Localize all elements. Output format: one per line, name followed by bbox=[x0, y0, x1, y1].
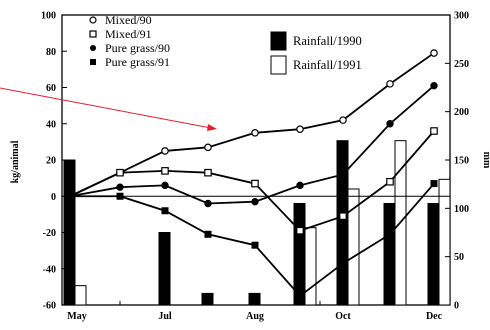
series-1-point-1 bbox=[116, 168, 124, 177]
series-0-point-8 bbox=[430, 49, 438, 57]
legend-label-3: Pure grass/91 bbox=[105, 55, 170, 69]
y-axis-left-title: kg/animal bbox=[10, 140, 21, 183]
rainfall-1991-bar-1 bbox=[304, 227, 317, 306]
series-3-point-2 bbox=[161, 207, 169, 215]
y-right-tick-label-6: 300 bbox=[454, 11, 469, 22]
rainfall-1991-bar-2 bbox=[347, 188, 360, 306]
y-right-tick-label-4: 200 bbox=[454, 107, 469, 118]
series-1-point-4 bbox=[251, 179, 259, 188]
rainfall-1990-bar-1 bbox=[158, 232, 171, 306]
series-0-point-4 bbox=[251, 129, 259, 137]
y-right-tick-label-1: 50 bbox=[454, 252, 464, 263]
legend-marker-2 bbox=[90, 45, 96, 51]
y-left-tick-label-7: 80 bbox=[46, 47, 56, 58]
series-2-point-6 bbox=[339, 170, 347, 179]
series-2-point-4 bbox=[251, 197, 259, 206]
series-0-point-5 bbox=[296, 125, 304, 133]
legend-label-0: Mixed/90 bbox=[105, 13, 152, 27]
y-left-tick-label-3: 0 bbox=[51, 192, 56, 203]
rainfall-1990-bar-5 bbox=[336, 140, 349, 306]
x-tick-label-2: Aug bbox=[246, 311, 264, 322]
legend-marker-0 bbox=[89, 16, 97, 24]
series-0-point-3 bbox=[204, 143, 212, 152]
x-tick-label-3: Oct bbox=[335, 311, 351, 322]
legend-label-1: Mixed/91 bbox=[105, 27, 152, 41]
series-2-point-1 bbox=[116, 183, 124, 191]
rainfall-bars bbox=[63, 140, 451, 306]
y-right-tick-label-3: 150 bbox=[454, 156, 469, 167]
series-3-point-7 bbox=[386, 230, 394, 238]
legend-marker-1 bbox=[89, 30, 97, 38]
y-left-tick-label-2: -20 bbox=[43, 228, 56, 239]
rainfall-1990-bar-7 bbox=[427, 203, 440, 306]
legend-rain-swatch-0 bbox=[270, 31, 287, 51]
y-left-tick-label-0: -60 bbox=[43, 301, 56, 312]
series-1-point-7 bbox=[386, 177, 394, 186]
legend-rain-swatch-1 bbox=[270, 55, 287, 75]
series-1-point-6 bbox=[339, 212, 347, 220]
y-right-tick-label-5: 250 bbox=[454, 59, 469, 70]
series-1-point-2 bbox=[161, 167, 169, 175]
y-axis-right-title: mm bbox=[481, 152, 490, 169]
series-3-point-5 bbox=[296, 292, 304, 300]
series-1-point-8 bbox=[430, 127, 438, 135]
series-3-point-8 bbox=[430, 180, 438, 188]
series-0-point-7 bbox=[386, 80, 394, 88]
x-tick-label-0: May bbox=[67, 311, 86, 322]
legend-rain-label-1: Rainfall/1991 bbox=[293, 58, 362, 72]
y-left-tick-label-6: 60 bbox=[46, 83, 56, 94]
y-left-tick-label-5: 40 bbox=[46, 119, 56, 130]
series-2-point-3 bbox=[204, 199, 212, 208]
rainfall-1991-bar-0 bbox=[74, 285, 87, 306]
growth-lines bbox=[66, 49, 438, 300]
legend-marker-3 bbox=[90, 59, 96, 65]
series-3-point-0 bbox=[66, 192, 74, 200]
x-tick-label-1: Jul bbox=[158, 311, 172, 322]
series-2-point-7 bbox=[386, 120, 394, 128]
legend-label-2: Pure grass/90 bbox=[105, 41, 170, 55]
y-right-tick-label-2: 100 bbox=[454, 204, 469, 215]
series-3-point-4 bbox=[251, 241, 259, 249]
x-tick-label-4: Dec bbox=[426, 311, 443, 322]
series-line-0 bbox=[69, 52, 435, 198]
series-1-point-5 bbox=[296, 226, 304, 235]
series-1-point-3 bbox=[204, 168, 212, 177]
series-3-point-1 bbox=[116, 192, 124, 200]
series-0-point-6 bbox=[339, 116, 347, 124]
axes: -60 -40 -20 0 20 40 60 80 100 0 50 100 150 200 250 300 M… bbox=[41, 11, 469, 323]
y-left-tick-label-4: 20 bbox=[46, 156, 56, 167]
series-2-point-2 bbox=[161, 181, 169, 190]
rainfall-1991-bar-4 bbox=[438, 178, 451, 306]
series-2-point-5 bbox=[296, 181, 304, 190]
y-left-tick-label-1: -40 bbox=[43, 264, 56, 275]
y-left-tick-label-8: 100 bbox=[41, 11, 56, 22]
y-right-tick-label-0: 0 bbox=[454, 301, 459, 312]
annotation-arrow bbox=[0, 87, 217, 131]
series-0-point-2 bbox=[161, 147, 169, 155]
legend-rain-label-0: Rainfall/1990 bbox=[293, 34, 362, 48]
series-3-point-3 bbox=[204, 230, 212, 238]
series-3-point-6 bbox=[339, 259, 347, 267]
rainfall-1990-bar-6 bbox=[383, 203, 396, 306]
series-2-point-8 bbox=[430, 81, 438, 90]
